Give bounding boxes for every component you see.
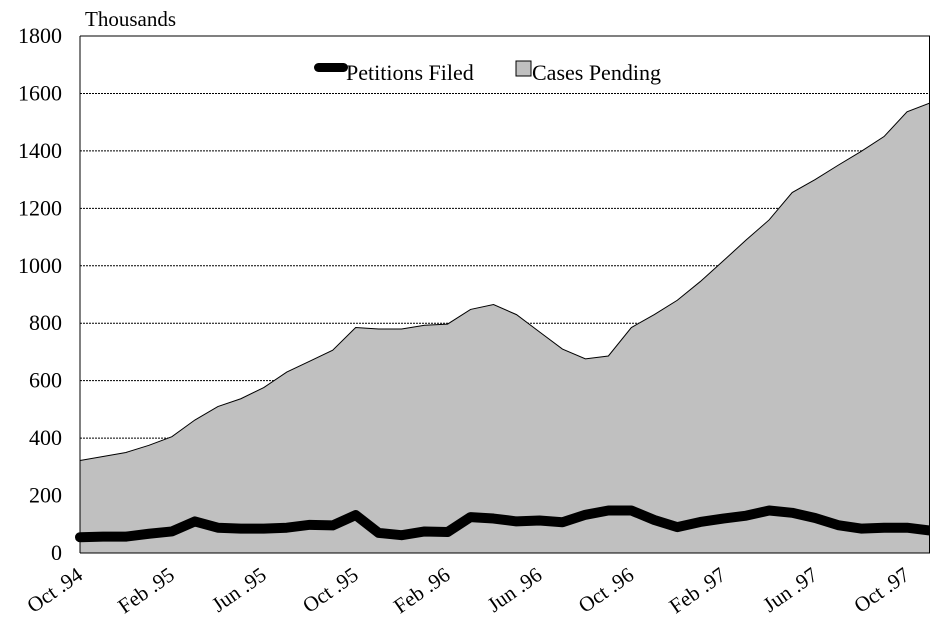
legend-label-petitions-filed: Petitions Filed [346,60,474,85]
y-tick-label: 1400 [18,138,62,163]
y-tick-label: 600 [29,368,62,393]
legend-swatch-petitions-filed [314,63,348,72]
line-layer [75,505,930,543]
y-tick-label: 800 [29,310,62,335]
y-tick-label: 1800 [18,23,62,48]
line-petitions-filed [75,505,930,543]
x-tick-label: Oct .97 [849,562,913,617]
x-tick-label: Feb .96 [389,562,454,618]
area-layer [79,102,930,554]
y-tick-label: 1600 [18,80,62,105]
y-tick-label: 0 [51,540,62,565]
y-tick-label: 400 [29,425,62,450]
x-tick-label: Jun .97 [759,562,822,616]
x-tick-label: Oct .96 [574,562,638,617]
legend-label-cases-pending: Cases Pending [532,60,661,85]
x-tick-label: Oct .94 [22,562,87,617]
y-tick-label: 200 [29,483,62,508]
x-tick-label: Feb .97 [665,562,730,618]
legend-swatch-cases-pending [515,60,532,77]
y-tick-label: 1000 [18,253,62,278]
x-tick-labels: Oct .94 Feb .95 Jun .95 Oct .95 Feb .96 Jun .… [22,562,913,618]
x-tick-label: Jun .95 [207,562,270,616]
x-tick-label: Oct .95 [298,562,362,617]
x-tick-label: Feb .95 [113,562,178,618]
area-cases-pending-outline [79,102,930,462]
area-cases-pending [80,102,930,554]
y-unit-label: Thousands [85,7,176,31]
y-tick-labels: 0 200 400 600 800 1000 1200 1400 1600 1800 [18,23,62,565]
legend: Petitions Filed Cases Pending [314,60,661,85]
y-tick-label: 1200 [18,195,62,220]
x-tick-label: Jun .96 [483,562,546,616]
